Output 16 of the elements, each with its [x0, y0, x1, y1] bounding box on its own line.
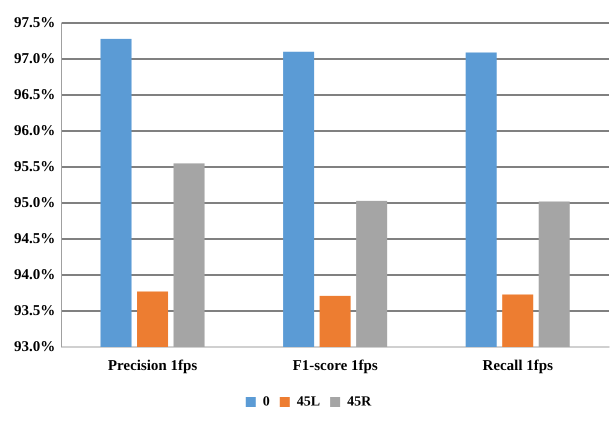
- y-tick-label: 97.5%: [14, 14, 56, 31]
- legend-label: 0: [262, 394, 270, 410]
- legend-label: 45R: [347, 394, 372, 410]
- y-tick-label: 94.5%: [14, 230, 56, 247]
- y-tick-label: 95.5%: [14, 158, 56, 175]
- y-tick-label: 96.5%: [14, 86, 56, 103]
- x-tick-label: F1-score 1fps: [292, 358, 378, 374]
- y-tick-label: 95.0%: [14, 194, 56, 211]
- y-tick-label: 93.0%: [14, 338, 56, 355]
- x-tick-label: Precision 1fps: [108, 358, 198, 374]
- legend-label: 45L: [296, 394, 320, 410]
- y-tick-label: 97.0%: [14, 50, 56, 67]
- y-tick-label: 96.0%: [14, 122, 56, 139]
- y-tick-label: 94.0%: [14, 266, 56, 283]
- y-tick-label: 93.5%: [14, 302, 56, 319]
- x-tick-label: Recall 1fps: [482, 358, 554, 374]
